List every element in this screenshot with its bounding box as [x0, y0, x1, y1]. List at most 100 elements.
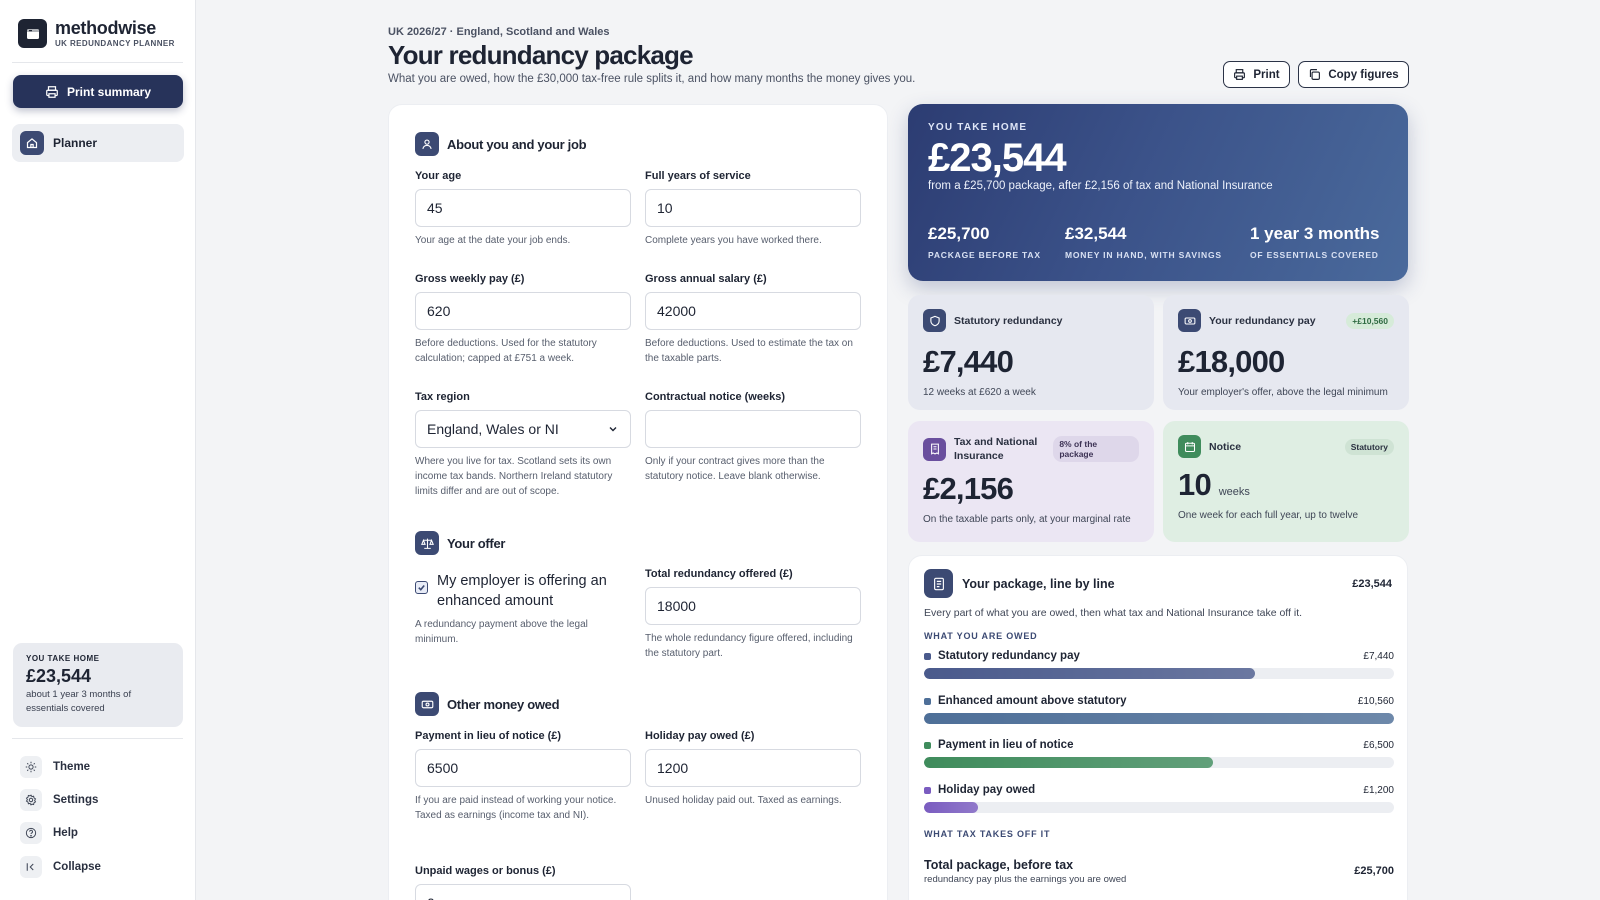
hero-desc: from a £25,700 package, after £2,156 of …	[928, 180, 1273, 192]
page-subtitle: What you are owed, how the £30,000 tax-f…	[388, 73, 916, 85]
sidebar-takehome-summary: YOU TAKE HOME £23,544 about 1 year 3 mon…	[13, 643, 183, 727]
breakdown-line: Enhanced amount above statutory £10,560	[924, 695, 1394, 724]
takehome-desc: about 1 year 3 months of essentials cove…	[26, 689, 132, 714]
line-label: Statutory redundancy pay	[938, 650, 1080, 662]
brand-logo-icon	[18, 19, 47, 48]
sidebar-item-theme[interactable]: Theme	[20, 756, 90, 778]
print-button[interactable]: Print	[1223, 61, 1290, 88]
hero-stat-label: MONEY IN HAND, WITH SAVINGS	[1065, 250, 1222, 260]
home-icon	[20, 131, 44, 155]
tax-region-select[interactable]: England, Wales or NI	[415, 410, 631, 448]
scales-icon	[415, 531, 439, 555]
enhanced-checkbox-row[interactable]: My employer is offering an enhanced amou…	[415, 571, 631, 611]
progress-track	[924, 668, 1394, 679]
banknote-icon	[1178, 309, 1201, 332]
line-label: Enhanced amount above statutory	[938, 695, 1127, 707]
brand-name: methodwise	[55, 18, 157, 38]
pilon-input[interactable]: 6500	[415, 749, 631, 787]
section-title: About you and your job	[447, 136, 587, 152]
field-label: Payment in lieu of notice (£)	[415, 730, 562, 742]
hero-stat-value: £32,544	[1065, 224, 1127, 243]
card-value: 10	[1178, 467, 1212, 502]
weekly-pay-field: Gross weekly pay (£) 620 Before deductio…	[415, 273, 631, 366]
line-label: Payment in lieu of notice	[938, 739, 1074, 751]
field-help: Unused holiday paid out. Taxed as earnin…	[645, 795, 842, 806]
takehome-hero: YOU TAKE HOME £23,544 from a £25,700 pac…	[908, 104, 1408, 281]
receipt-icon	[923, 437, 946, 461]
hero-kicker: YOU TAKE HOME	[928, 122, 1028, 133]
help-icon	[20, 822, 42, 844]
field-label: Gross annual salary (£)	[645, 273, 767, 285]
page-title: Your redundancy package	[388, 40, 694, 70]
copy-label: Copy figures	[1328, 68, 1399, 81]
weekly-pay-input[interactable]: 620	[415, 292, 631, 330]
field-label: Unpaid wages or bonus (£)	[415, 865, 556, 877]
copy-icon	[1310, 69, 1321, 80]
card-unit: weeks	[1218, 486, 1250, 498]
line-amount: £10,560	[1357, 695, 1394, 707]
redundancy-pay-card: Your redundancy pay +£10,560 £18,000 You…	[1163, 295, 1409, 410]
pilon-field: Payment in lieu of notice (£) 6500 If yo…	[415, 730, 631, 823]
holiday-pay-input[interactable]: 1200	[645, 749, 861, 787]
breakdown-title: Your package, line by line	[962, 576, 1115, 591]
card-desc: On the taxable parts only, at your margi…	[923, 514, 1131, 525]
sidebar-item-planner[interactable]: Planner	[12, 124, 184, 162]
hero-stat-label: OF ESSENTIALS COVERED	[1250, 250, 1379, 260]
holiday-pay-field: Holiday pay owed (£) 1200 Unused holiday…	[645, 730, 861, 808]
printer-icon	[1234, 69, 1246, 80]
field-help: Your age at the date your job ends.	[415, 235, 571, 246]
hero-stat: £25,700 PACKAGE BEFORE TAX	[928, 224, 1041, 260]
card-title: Statutory redundancy	[954, 314, 1063, 327]
calendar-icon	[1178, 435, 1201, 458]
field-help: The whole redundancy figure offered, inc…	[645, 633, 853, 659]
progress-track	[924, 757, 1394, 768]
card-title: Your redundancy pay	[1209, 314, 1316, 327]
contractual-notice-field: Contractual notice (weeks) Only if your …	[645, 391, 861, 484]
person-icon	[415, 132, 439, 156]
sidebar-item-label: Help	[53, 827, 78, 839]
print-summary-button[interactable]: Print summary	[13, 75, 183, 108]
total-package-row: Total package, before tax redundancy pay…	[924, 858, 1394, 885]
sidebar-item-collapse[interactable]: Collapse	[20, 856, 101, 878]
percent-badge: 8% of the package	[1053, 436, 1139, 462]
enhanced-checkbox[interactable]	[415, 581, 428, 594]
card-title: Tax and National Insurance	[954, 436, 1038, 462]
sidebar: methodwise UK REDUNDANCY PLANNER Print s…	[0, 0, 196, 900]
enhanced-checkbox-label: My employer is offering an enhanced amou…	[437, 573, 607, 609]
tax-region-field: Tax region England, Wales or NI Where yo…	[415, 391, 631, 499]
field-label: Tax region	[415, 391, 470, 403]
copy-figures-button[interactable]: Copy figures	[1298, 61, 1409, 88]
section-title: Other money owed	[447, 696, 560, 712]
sidebar-item-label: Planner	[53, 136, 98, 150]
unpaid-wages-input[interactable]: 0	[415, 884, 631, 900]
tax-card: Tax and National Insurance 8% of the pac…	[908, 421, 1154, 542]
sidebar-item-help[interactable]: Help	[20, 822, 78, 844]
section-title: Your offer	[447, 535, 506, 551]
statutory-badge: Statutory	[1344, 438, 1394, 455]
annual-salary-input[interactable]: 42000	[645, 292, 861, 330]
page-kicker: UK 2026/27 · England, Scotland and Wales	[388, 26, 610, 38]
field-help: Where you live for tax. Scotland sets it…	[415, 456, 613, 497]
divider	[12, 738, 183, 739]
divider	[12, 62, 183, 63]
brand-subtitle: UK REDUNDANCY PLANNER	[55, 39, 175, 48]
statutory-card: Statutory redundancy £7,440 12 weeks at …	[908, 295, 1154, 410]
total-offered-input[interactable]: 18000	[645, 587, 861, 625]
series-dot	[924, 697, 931, 705]
card-desc: 12 weeks at £620 a week	[923, 387, 1036, 398]
progress-fill	[924, 757, 1214, 768]
breakdown-line: Payment in lieu of notice £6,500	[924, 739, 1394, 768]
takehome-kicker: YOU TAKE HOME	[26, 654, 100, 663]
sidebar-item-settings[interactable]: Settings	[20, 789, 98, 811]
age-input[interactable]: 45	[415, 189, 631, 227]
print-summary-label: Print summary	[66, 84, 152, 99]
banknote-icon	[415, 692, 439, 716]
line-amount: £7,440	[1363, 650, 1394, 662]
card-desc: One week for each full year, up to twelv…	[1178, 510, 1359, 521]
field-help: Only if your contract gives more than th…	[645, 456, 825, 482]
section-about: About you and your job	[415, 132, 587, 156]
form-panel: About you and your job Your age 45 Your …	[388, 104, 888, 900]
section-other: Other money owed	[415, 692, 560, 716]
service-input[interactable]: 10	[645, 189, 861, 227]
contractual-notice-input[interactable]	[645, 410, 861, 448]
